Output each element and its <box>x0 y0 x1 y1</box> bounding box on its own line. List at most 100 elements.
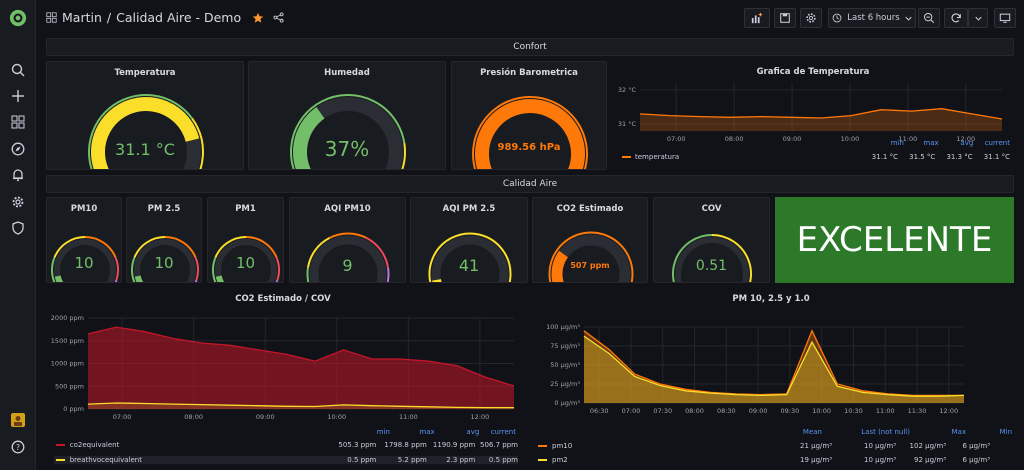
y-tick-label: 500 ppm <box>55 382 84 390</box>
plus-icon[interactable] <box>8 86 28 106</box>
legend-header-max[interactable]: max <box>419 428 435 436</box>
row-header-calidad-aire[interactable]: Calidad Aire <box>46 175 1014 193</box>
legend-row-pm2[interactable]: pm2 19 µg/m³ 10 µg/m³ 92 µg/m³ 6 µg/m³ <box>536 456 1012 464</box>
legend-mean: 21 µg/m³ <box>799 442 832 450</box>
panel-pm1[interactable]: PM1 10 <box>207 197 284 283</box>
legend-swatch <box>538 459 547 461</box>
gauge-fill <box>215 275 225 282</box>
panel-aqi-pm10[interactable]: AQI PM10 9 <box>289 197 406 283</box>
legend-header-current[interactable]: current <box>490 428 516 436</box>
legend-header-max[interactable]: Max <box>951 428 966 436</box>
settings-button[interactable] <box>800 8 822 28</box>
grafana-logo-icon[interactable] <box>8 8 28 28</box>
panel-cov[interactable]: COV 0.51 <box>653 197 770 283</box>
gauge-threshold-band <box>401 142 406 169</box>
panel-pm10[interactable]: PM10 10 <box>46 197 122 283</box>
legend-header-min[interactable]: min <box>376 428 390 436</box>
gauge-threshold-band <box>290 94 406 169</box>
panel-grafica-temperatura[interactable]: Grafica de Temperatura 31 °C 32 °C 07:00 08… <box>612 61 1014 170</box>
refresh-interval-dropdown[interactable] <box>968 8 988 28</box>
panel-aqi-pm25[interactable]: AQI PM 2.5 41 <box>410 197 528 283</box>
zoom-out-button[interactable] <box>918 8 940 28</box>
gauge-threshold-band <box>164 236 197 258</box>
x-tick-label: 11:00 <box>399 413 418 421</box>
y-tick-label: 25 µg/m³ <box>550 380 580 388</box>
legend-min: 505.3 ppm <box>338 441 377 449</box>
x-tick-label: 10:00 <box>841 135 860 143</box>
panel-presion[interactable]: Presión Barometrica 989.56 hPa <box>451 61 607 170</box>
gauge-fill <box>475 99 585 169</box>
breadcrumb-folder[interactable]: Martin <box>62 10 102 25</box>
panel-co2-cov-chart[interactable]: CO2 Estimado / COV 0 ppm 500 ppm 1000 ppm 1… <box>46 289 520 470</box>
legend-row-pm10[interactable]: pm10 21 µg/m³ 10 µg/m³ 102 µg/m³ 6 µg/m³ <box>536 442 1012 450</box>
gauge-threshold-band <box>88 94 193 169</box>
legend-current: 506.7 ppm <box>480 441 518 449</box>
gauge-pm10 <box>51 236 119 282</box>
gauge-value: 31.1 °C <box>115 140 175 159</box>
legend-row-co2[interactable]: co2equivalent 505.3 ppm 1798.8 ppm 1190.… <box>54 441 518 449</box>
refresh-button[interactable] <box>944 8 968 28</box>
panel-title: PM 10, 2.5 y 1.0 <box>732 294 810 304</box>
legend-label: pm2 <box>552 456 568 464</box>
gauge-threshold-band <box>548 231 634 282</box>
bell-icon[interactable] <box>8 165 28 185</box>
panel-title: PM1 <box>235 204 256 214</box>
legend-header-avg[interactable]: avg <box>960 139 974 147</box>
gauge-track <box>134 239 196 282</box>
legend-max: 1798.8 ppm <box>384 441 427 449</box>
time-picker[interactable]: Last 6 hours <box>828 8 916 28</box>
add-panel-button[interactable] <box>744 8 770 28</box>
co2-chart: 0 ppm 500 ppm 1000 ppm 1500 ppm 2000 ppm 07:0… <box>51 314 515 421</box>
gauge-threshold-band <box>245 236 278 258</box>
panel-pm25[interactable]: PM 2.5 10 <box>126 197 202 283</box>
star-icon[interactable] <box>252 12 264 24</box>
legend-row-voc[interactable]: breathvocequivalent 0.5 ppm 5.2 ppm 2.3 … <box>54 456 518 464</box>
legend-item-temperatura[interactable]: temperatura <box>622 153 679 161</box>
gauge-temperatura <box>88 94 204 169</box>
gauge-value: 9 <box>342 256 353 275</box>
search-icon[interactable] <box>8 60 28 80</box>
panel-title: CO2 Estimado / COV <box>235 294 331 304</box>
legend-header-mean[interactable]: Mean <box>802 428 822 436</box>
shield-icon[interactable] <box>8 218 28 238</box>
share-icon[interactable] <box>273 12 284 23</box>
panel-co2-estimado[interactable]: CO2 Estimado 507 ppm <box>532 197 648 283</box>
gear-icon <box>806 13 816 23</box>
panel-humedad[interactable]: Humedad 37% <box>248 61 446 170</box>
gauge-value: 10 <box>154 254 174 272</box>
legend-header-current[interactable]: current <box>984 139 1010 147</box>
gauge-track <box>215 239 277 282</box>
legend-mean: 19 µg/m³ <box>799 456 832 464</box>
panel-pm-chart[interactable]: PM 10, 2.5 y 1.0 0 µg/m³ 25 µg/m³ 50 µg/m³… <box>528 289 1014 470</box>
legend-header-avg[interactable]: avg <box>466 428 480 436</box>
series-line-breathvocequivalent <box>87 402 514 409</box>
panel-status[interactable]: EXCELENTE <box>775 197 1014 283</box>
dashboard-title[interactable]: Calidad Aire - Demo <box>116 10 242 25</box>
help-icon[interactable]: ? <box>8 437 28 457</box>
compass-icon[interactable] <box>8 139 28 159</box>
gauge-threshold-band <box>114 256 119 281</box>
legend-header-max[interactable]: max <box>923 139 939 147</box>
gauge-fill <box>551 250 569 282</box>
legend-header-min[interactable]: min <box>890 139 904 147</box>
avatar[interactable] <box>8 410 28 430</box>
panel-title: Presión Barometrica <box>480 68 578 78</box>
gauge-pm1 <box>212 236 280 282</box>
save-icon <box>780 13 790 23</box>
y-tick-label: 32 °C <box>618 86 637 94</box>
gauge-value: 41 <box>458 256 480 275</box>
x-tick-label: 11:30 <box>908 407 927 415</box>
legend-header-last[interactable]: Last (not null) <box>861 428 910 436</box>
legend-swatch <box>56 459 65 461</box>
save-dashboard-button[interactable] <box>774 8 796 28</box>
x-tick-label: 10:00 <box>812 407 831 415</box>
gauge-fill <box>54 275 64 282</box>
breadcrumb-separator: / <box>106 10 112 25</box>
dashboards-icon[interactable] <box>8 112 28 132</box>
gear-icon[interactable] <box>8 192 28 212</box>
panel-title: Temperatura <box>114 68 176 78</box>
row-header-confort[interactable]: Confort <box>46 38 1014 56</box>
legend-header-min[interactable]: Min <box>999 428 1012 436</box>
panel-temperatura[interactable]: Temperatura 31.1 °C <box>46 61 244 170</box>
tv-mode-button[interactable] <box>994 8 1016 28</box>
